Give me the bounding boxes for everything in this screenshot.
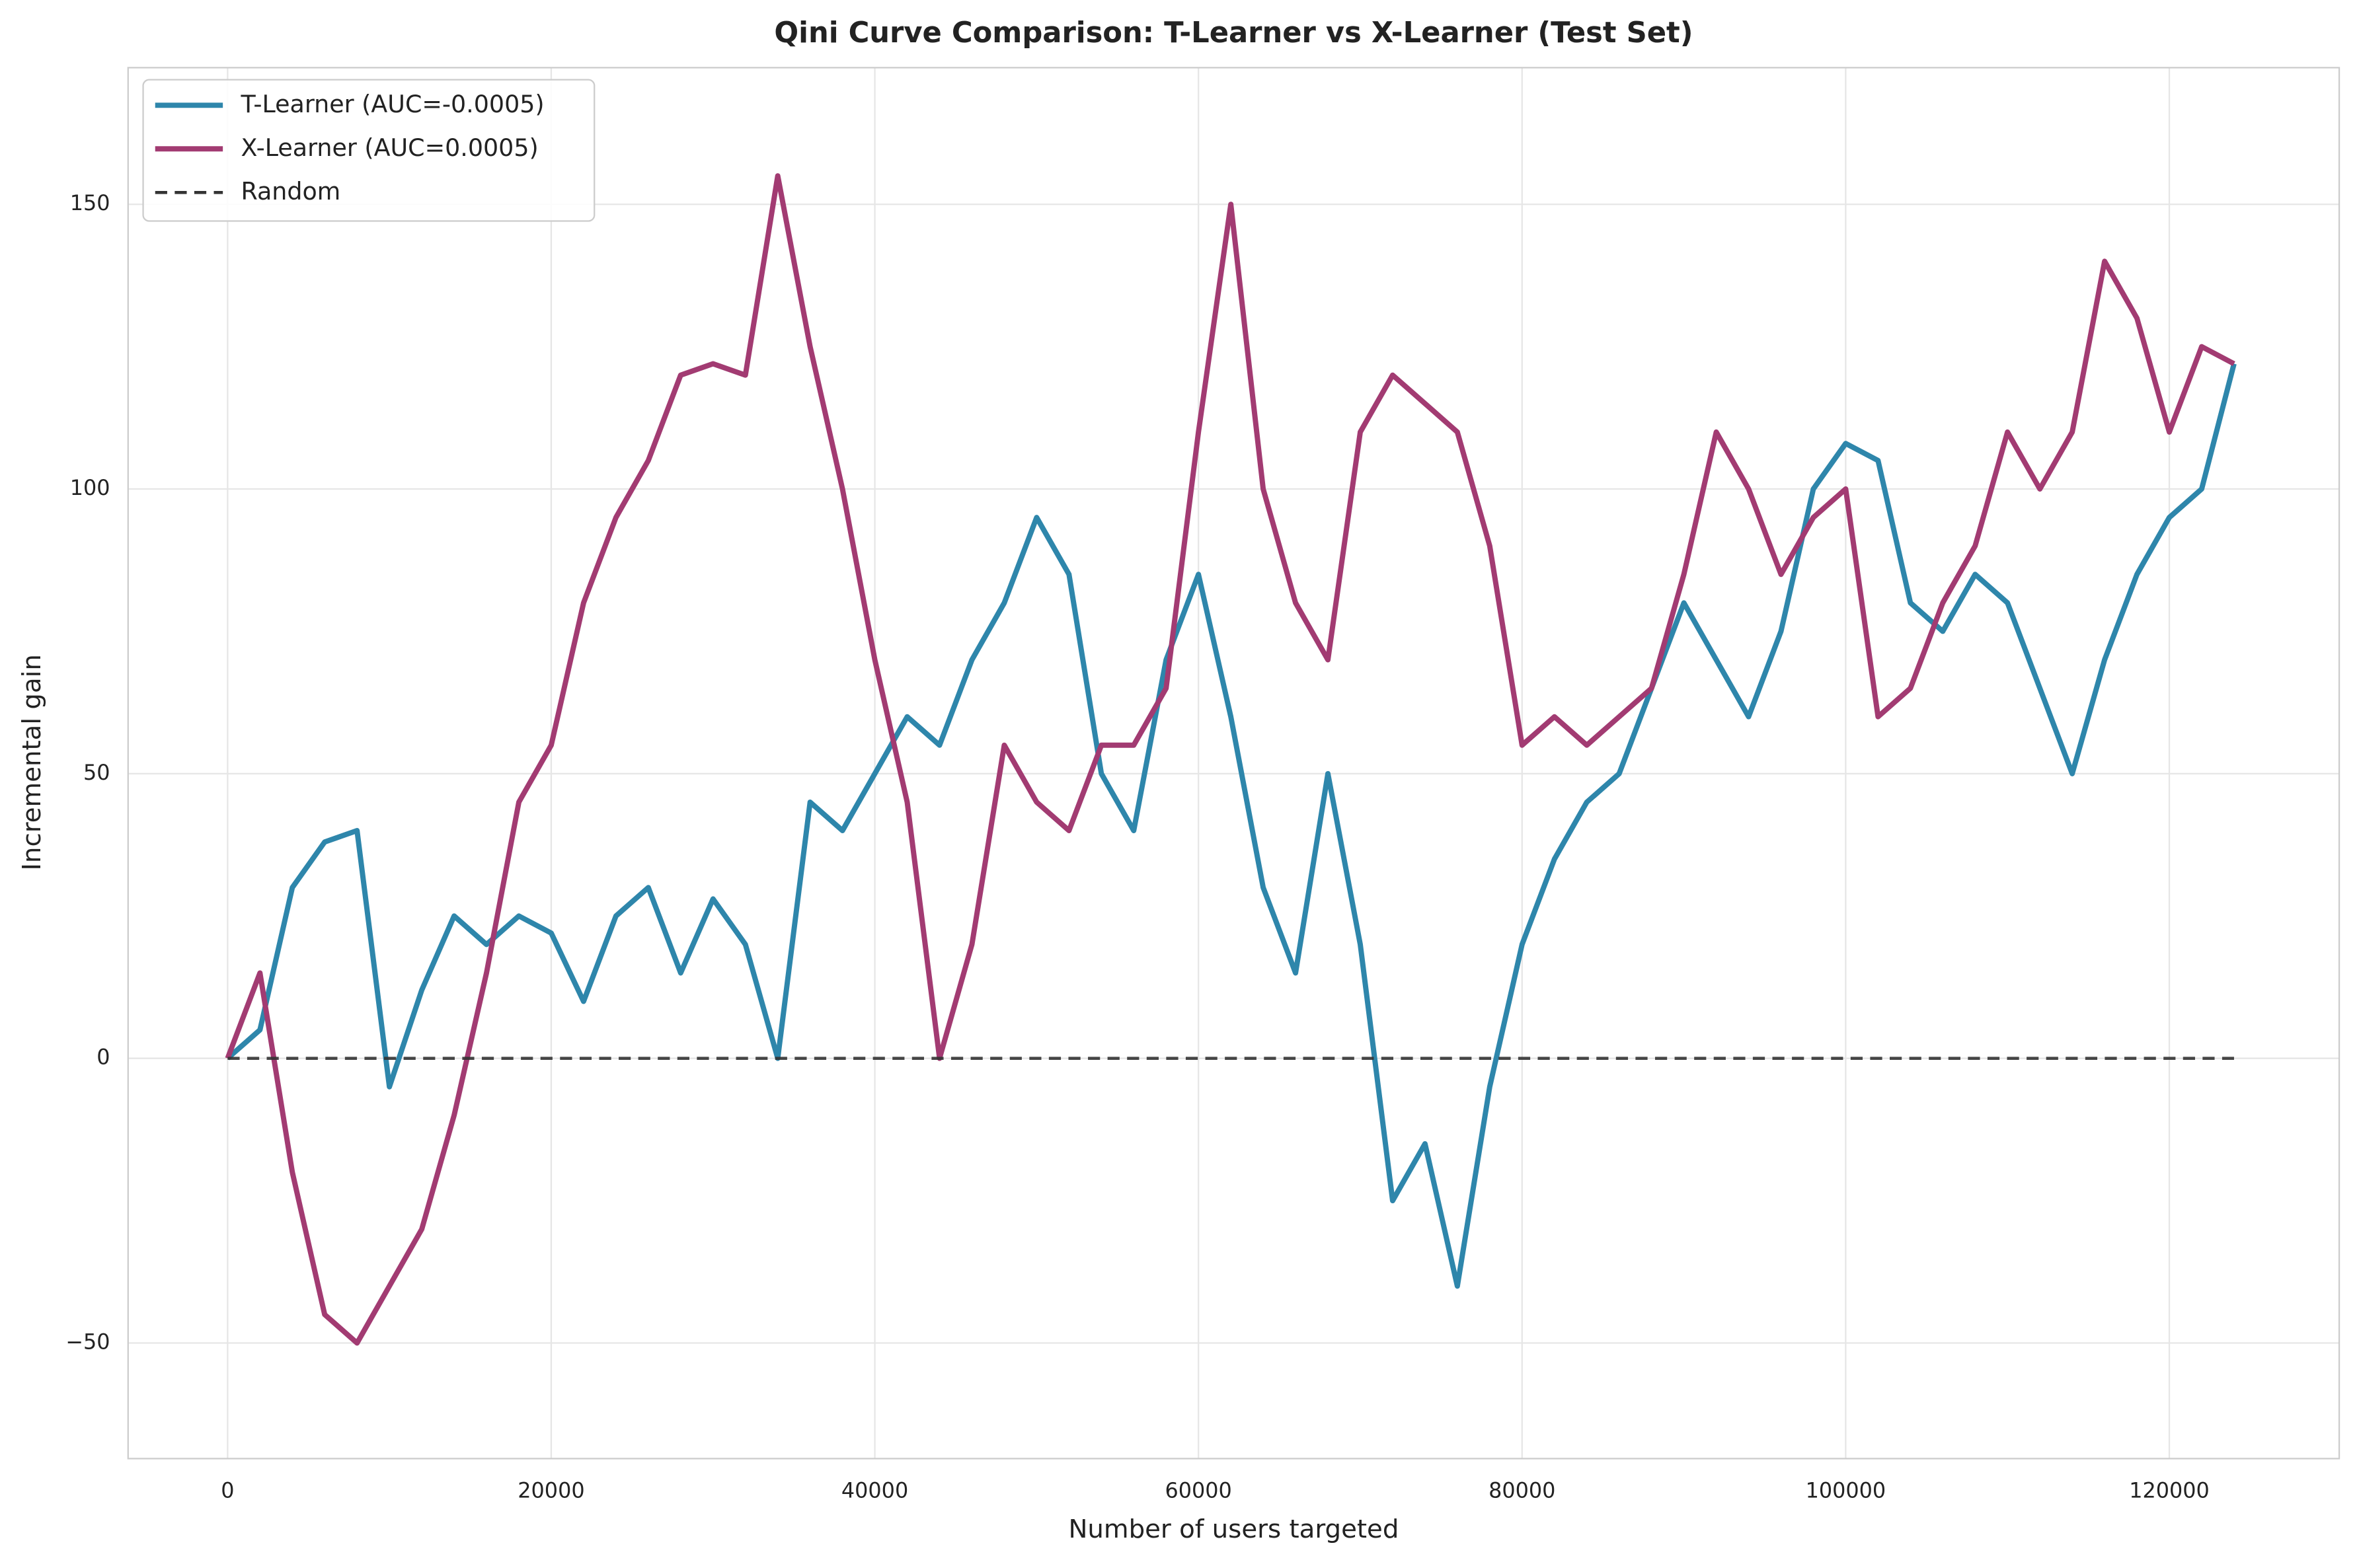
- y-tick-label: 150: [70, 190, 110, 215]
- legend-label: T-Learner (AUC=-0.0005): [240, 90, 544, 118]
- x-tick-label: 0: [221, 1477, 234, 1503]
- y-axis-label: Incremental gain: [17, 654, 47, 870]
- plot-frame: [127, 67, 2340, 1460]
- legend-label: Random: [241, 177, 340, 205]
- x-tick-label: 120000: [2129, 1477, 2210, 1503]
- y-tick-label: 50: [83, 760, 110, 785]
- x-tick-label: 100000: [1806, 1477, 1886, 1503]
- x-axis-label: Number of users targeted: [1068, 1514, 1399, 1544]
- x-tick-label: 60000: [1165, 1477, 1232, 1503]
- legend-box: [142, 79, 596, 222]
- y-tick-label: 0: [97, 1045, 110, 1070]
- series-line: [225, 363, 2237, 1289]
- x-tick-label: 80000: [1489, 1477, 1555, 1503]
- x-tick-label: 20000: [518, 1477, 584, 1503]
- y-tick-label: −50: [65, 1329, 110, 1355]
- y-tick-label: 100: [70, 475, 110, 500]
- legend-label: X-Learner (AUC=0.0005): [241, 133, 538, 162]
- chart-title: Qini Curve Comparison: T-Learner vs X-Le…: [774, 17, 1693, 50]
- x-tick-label: 40000: [841, 1477, 908, 1503]
- series-line: [225, 173, 2235, 1346]
